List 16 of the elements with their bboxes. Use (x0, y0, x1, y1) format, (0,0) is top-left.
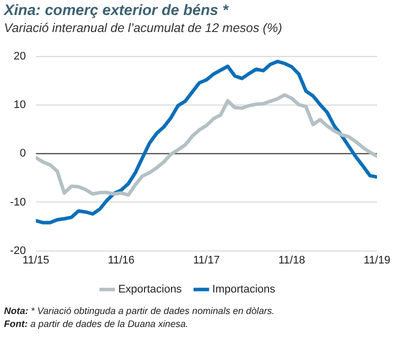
x-tick-label: 11/17 (193, 254, 220, 266)
chart-subtitle: Variació interanual de l’acumulat de 12 mesos (%) (4, 21, 282, 35)
x-tick-label: 11/15 (22, 254, 50, 266)
y-tick-label: -10 (10, 196, 26, 208)
y-tick-label: 20 (14, 50, 26, 63)
chart-title: Xina: comerç exterior de béns * (4, 2, 228, 19)
legend-label: Importacions (212, 284, 276, 296)
x-tick-label: 11/19 (364, 254, 390, 266)
text: Nota: * Variació obtinguda a partir de dades nominals en dòlars. (4, 305, 275, 318)
text: Font: a partir de dades de la Duana xinesa. (4, 318, 190, 331)
legend-label: Exportacions (118, 284, 182, 296)
x-tick-label: 11/16 (108, 254, 135, 266)
y-tick-label: 0 (20, 148, 26, 160)
x-tick-label: 11/18 (278, 254, 306, 266)
y-tick-label: -20 (10, 244, 26, 257)
y-tick-label: 10 (14, 99, 26, 112)
